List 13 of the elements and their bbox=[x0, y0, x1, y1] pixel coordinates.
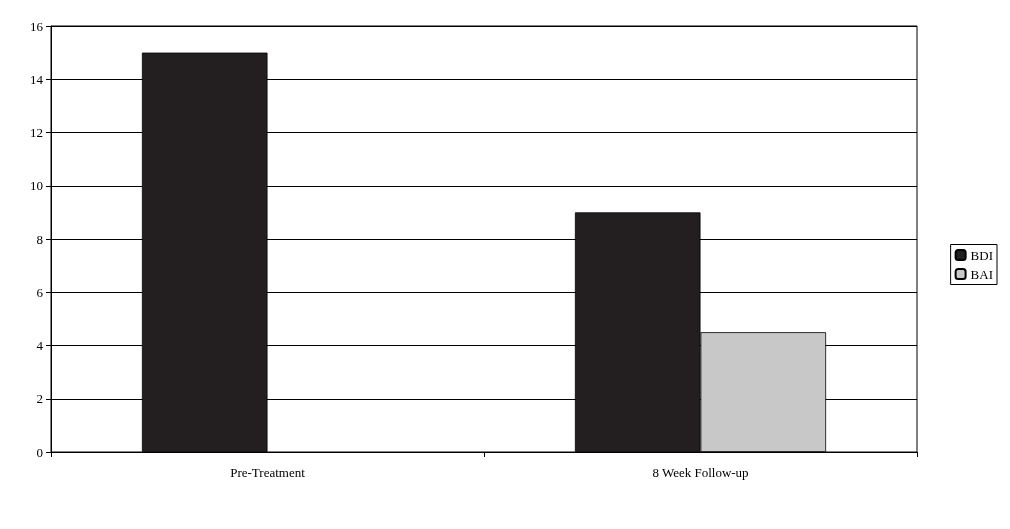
legend-label: BDI bbox=[970, 247, 993, 263]
x-tick-label: 8 Week Follow-up bbox=[652, 465, 749, 480]
y-tick-label: 14 bbox=[30, 71, 44, 87]
legend-label: BAI bbox=[970, 266, 993, 282]
y-tick-label: 6 bbox=[36, 284, 44, 300]
y-tick-label: 16 bbox=[30, 18, 44, 34]
y-tick-label: 12 bbox=[30, 125, 43, 140]
y-tick-label: 4 bbox=[36, 338, 44, 353]
y-tick-label: 8 bbox=[36, 231, 43, 247]
y-tick-label: 2 bbox=[36, 391, 43, 407]
y-tick-label: 0 bbox=[36, 444, 43, 460]
y-tick-label: 10 bbox=[30, 178, 43, 194]
x-tick-label: Pre-Treatment bbox=[230, 465, 306, 480]
